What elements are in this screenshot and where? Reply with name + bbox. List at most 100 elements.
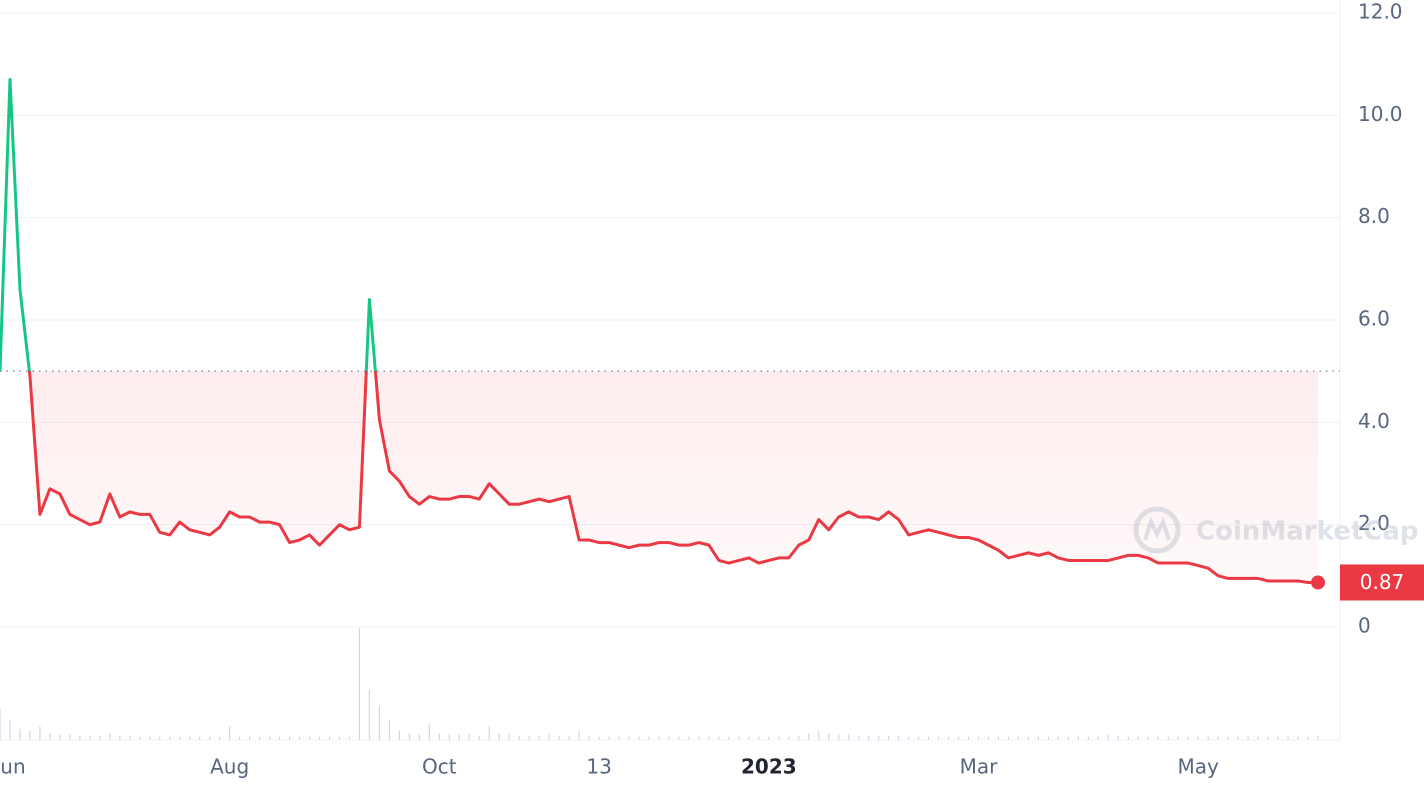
volume-bar bbox=[1097, 736, 1099, 740]
volume-bar bbox=[758, 736, 760, 740]
volume-bar bbox=[808, 733, 810, 740]
volume-bar bbox=[888, 735, 890, 740]
volume-bar bbox=[628, 736, 630, 740]
volume-bar bbox=[428, 724, 430, 740]
volume-bar bbox=[209, 736, 211, 740]
volume-bar bbox=[568, 735, 570, 740]
volume-bar bbox=[368, 689, 371, 740]
y-tick-label: 2.0 bbox=[1358, 511, 1390, 535]
volume-bar bbox=[1247, 736, 1249, 740]
y-tick-label: 6.0 bbox=[1358, 307, 1390, 331]
volume-bar bbox=[1257, 736, 1259, 740]
volume-bar bbox=[169, 736, 171, 740]
volume-bar bbox=[99, 735, 101, 740]
volume-bar bbox=[538, 735, 540, 740]
x-tick-label: Aug bbox=[210, 755, 249, 779]
volume-bar bbox=[1017, 736, 1020, 740]
volume-bar bbox=[648, 736, 650, 740]
volume-bar bbox=[1107, 734, 1109, 740]
volume-bar bbox=[878, 735, 880, 740]
volume-bar bbox=[29, 731, 31, 740]
volume-bar bbox=[798, 735, 800, 740]
volume-bar bbox=[858, 735, 860, 740]
volume-bar bbox=[1127, 736, 1129, 740]
volume-bar bbox=[239, 736, 241, 740]
volume-bar bbox=[328, 736, 331, 740]
volume-bar bbox=[9, 719, 11, 740]
volume-bar bbox=[788, 736, 790, 740]
volume-bar bbox=[508, 734, 510, 740]
volume-bar bbox=[997, 736, 1000, 740]
volume-bar bbox=[119, 735, 121, 740]
x-tick-label: May bbox=[1178, 755, 1220, 779]
volume-bar bbox=[1227, 736, 1229, 740]
volume-bar bbox=[608, 736, 610, 740]
volume-bar bbox=[278, 736, 281, 740]
volume-bar bbox=[578, 731, 580, 740]
volume-bar bbox=[139, 736, 141, 740]
volume-bar bbox=[1277, 736, 1279, 740]
volume-bar bbox=[1117, 735, 1119, 740]
price-badge bbox=[1340, 564, 1424, 601]
volume-bar bbox=[518, 735, 520, 740]
volume-bar bbox=[1237, 736, 1239, 740]
volume-bar bbox=[927, 736, 930, 740]
volume-bar bbox=[918, 736, 920, 740]
volume-bar bbox=[848, 734, 850, 740]
volume-bar bbox=[109, 733, 111, 740]
volume-bar bbox=[1007, 736, 1010, 740]
volume-bar bbox=[1157, 736, 1159, 740]
volume-bar bbox=[19, 728, 21, 740]
volume-bar bbox=[977, 736, 980, 740]
volume-bar bbox=[39, 726, 41, 740]
x-tick-label: 2023 bbox=[741, 755, 797, 779]
volume-bar bbox=[219, 736, 221, 740]
volume-bar bbox=[358, 628, 361, 740]
volume-bar bbox=[1077, 736, 1079, 740]
volume-bar bbox=[448, 734, 450, 740]
volume-bar bbox=[748, 736, 750, 740]
volume-bar bbox=[79, 735, 81, 740]
volume-bar bbox=[967, 736, 970, 740]
volume-bar bbox=[768, 736, 770, 740]
volume-bar bbox=[1177, 736, 1179, 740]
y-tick-label: 8.0 bbox=[1358, 204, 1390, 228]
volume-bar bbox=[338, 736, 341, 740]
volume-bar bbox=[498, 733, 500, 740]
volume-bar bbox=[868, 735, 870, 740]
volume-bar bbox=[179, 736, 181, 740]
volume-bar bbox=[129, 735, 131, 740]
volume-bar bbox=[937, 736, 940, 740]
volume-bar bbox=[838, 734, 840, 740]
volume-bar bbox=[1067, 736, 1069, 740]
area bbox=[0, 371, 1318, 583]
volume-bar bbox=[828, 733, 830, 740]
volume-bar bbox=[1167, 736, 1169, 740]
volume-bar bbox=[398, 731, 400, 740]
volume-bar bbox=[598, 736, 600, 740]
volume-bar bbox=[438, 733, 440, 740]
volume-bar bbox=[89, 735, 91, 740]
volume-bar bbox=[1197, 736, 1199, 740]
volume-bar bbox=[468, 734, 470, 740]
volume-bar bbox=[718, 736, 720, 740]
volume-bar bbox=[408, 733, 410, 740]
volume-bar bbox=[1187, 736, 1189, 740]
price-label: 0.87 bbox=[1360, 570, 1405, 594]
volume-bar bbox=[318, 736, 321, 740]
volume-bar bbox=[688, 736, 690, 740]
volume-bar bbox=[898, 735, 900, 740]
volume-bar bbox=[189, 736, 191, 740]
volume-bar bbox=[1267, 736, 1269, 740]
volume-bar bbox=[528, 735, 530, 740]
volume-bar bbox=[478, 735, 480, 740]
volume-bar bbox=[678, 736, 680, 740]
volume-bar bbox=[378, 706, 381, 740]
x-tick-label: 13 bbox=[586, 755, 611, 779]
volume-bar bbox=[0, 708, 1, 740]
y-tick-label: 0 bbox=[1358, 614, 1371, 638]
volume-bar bbox=[558, 735, 560, 740]
volume-bar bbox=[1307, 736, 1309, 740]
volume-bar bbox=[708, 736, 710, 740]
volume-bar bbox=[1037, 736, 1040, 740]
